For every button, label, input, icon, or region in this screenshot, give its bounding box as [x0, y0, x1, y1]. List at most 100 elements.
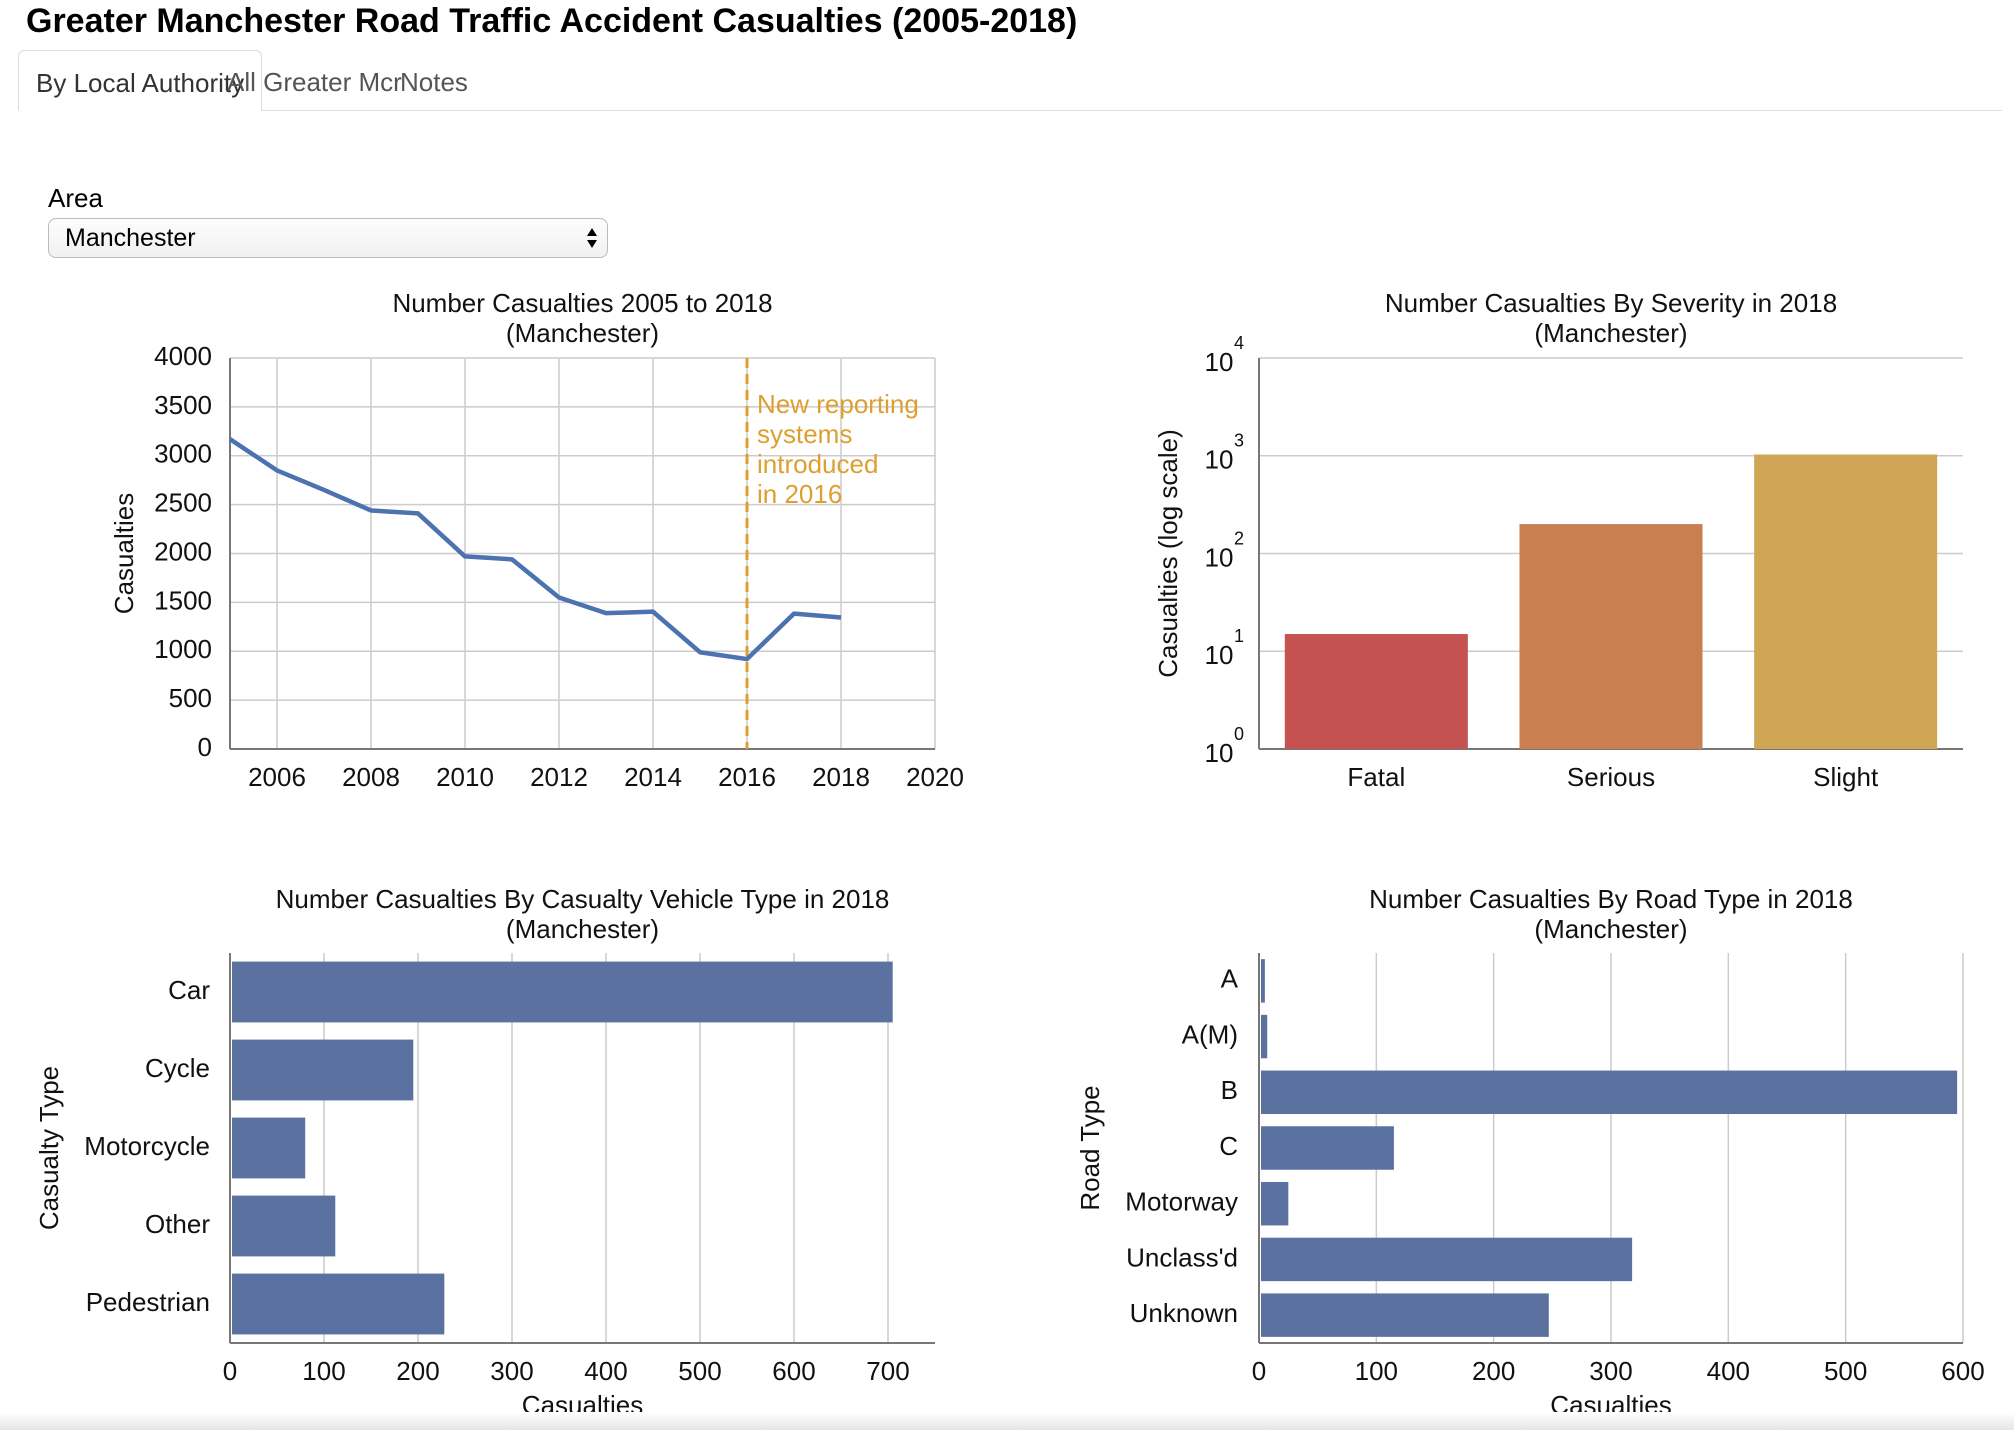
line-chart-y-tick: 1000 [154, 634, 212, 664]
vehicle-type-chart-y-tick: Other [145, 1209, 210, 1239]
line-chart-y-tick: 1500 [154, 585, 212, 615]
vehicle-type-bar [232, 1195, 336, 1257]
road-type-chart-y-tick: Unclass'd [1126, 1242, 1238, 1272]
window-bottom-edge [0, 1412, 2014, 1430]
road-type-bar [1261, 1237, 1633, 1282]
line-chart-annotation-text: New reporting [757, 389, 919, 419]
vehicle-type-chart-x-tick: 300 [490, 1356, 533, 1386]
line-chart-subtitle: (Manchester) [506, 318, 659, 348]
line-chart-annotation-text: systems [757, 419, 852, 449]
area-select[interactable]: Manchester [48, 218, 608, 258]
road-type-bar [1261, 1070, 1958, 1115]
severity-chart-y-tick: 10 [1205, 542, 1234, 572]
road-type-chart-y-tick: A(M) [1182, 1019, 1238, 1049]
road-type-chart-y-tick: B [1221, 1075, 1238, 1105]
line-chart-y-tick: 500 [169, 683, 212, 713]
road-type-bar [1261, 1293, 1549, 1337]
severity-chart-x-tick: Serious [1567, 762, 1655, 792]
vehicle-type-bar [232, 1117, 306, 1179]
tab-by-local-authority[interactable]: By Local Authority [18, 50, 263, 111]
road-type-chart-y-label: Road Type [1075, 1085, 1105, 1210]
line-chart-annotation-text: in 2016 [757, 479, 842, 509]
vehicle-type-chart [229, 953, 935, 1344]
severity-chart-subtitle: (Manchester) [1534, 318, 1687, 348]
line-chart-series-line [228, 437, 842, 662]
vehicle-type-chart-y-tick: Pedestrian [86, 1287, 210, 1317]
line-chart-y-tick: 0 [198, 732, 212, 762]
road-type-chart-x-tick: 300 [1589, 1356, 1632, 1386]
vehicle-type-bar [232, 1039, 414, 1101]
severity-bar-fatal [1284, 634, 1468, 749]
road-type-chart-y-tick: C [1219, 1131, 1238, 1161]
vehicle-type-chart-subtitle: (Manchester) [506, 914, 659, 944]
severity-chart-title: Number Casualties By Severity in 2018 [1385, 288, 1837, 318]
line-chart-y-tick: 3000 [154, 439, 212, 469]
road-type-chart-x-tick: 600 [1941, 1356, 1984, 1386]
severity-chart-y-label: Casualties (log scale) [1153, 429, 1183, 678]
line-chart-y-tick: 3500 [154, 390, 212, 420]
road-type-chart-y-tick: A [1221, 964, 1239, 994]
severity-chart-y-tick: 10 [1205, 640, 1234, 670]
road-type-chart [1258, 953, 1964, 1344]
severity-chart-x-tick: Fatal [1347, 762, 1405, 792]
vehicle-type-chart-x-tick: 500 [678, 1356, 721, 1386]
vehicle-type-chart-x-tick: 600 [772, 1356, 815, 1386]
page-title: Greater Manchester Road Traffic Accident… [26, 2, 1078, 40]
severity-chart-y-tick-exponent: 1 [1234, 626, 1244, 646]
severity-bar-serious [1519, 524, 1703, 749]
severity-bar-slight [1754, 454, 1938, 749]
road-type-chart-x-tick: 0 [1252, 1356, 1266, 1386]
severity-chart-y-tick-exponent: 4 [1234, 333, 1244, 353]
line-chart-x-tick: 2018 [812, 762, 870, 792]
bar-chart-severity [1258, 357, 1963, 750]
vehicle-type-bar [232, 1273, 445, 1335]
vehicle-type-chart-y-tick: Motorcycle [84, 1131, 210, 1161]
line-chart-x-tick: 2006 [248, 762, 306, 792]
line-chart-annotation-text: introduced [757, 449, 878, 479]
line-chart-x-tick: 2010 [436, 762, 494, 792]
severity-chart-y-tick-exponent: 2 [1234, 528, 1244, 548]
vehicle-type-chart-x-tick: 700 [866, 1356, 909, 1386]
line-chart-x-tick: 2020 [906, 762, 964, 792]
line-chart-x-tick: 2016 [718, 762, 776, 792]
line-chart-x-tick: 2014 [624, 762, 682, 792]
road-type-chart-x-tick: 100 [1355, 1356, 1398, 1386]
road-type-bar [1261, 959, 1265, 1003]
severity-chart-x-tick: Slight [1813, 762, 1879, 792]
severity-chart-y-tick: 10 [1205, 347, 1234, 377]
vehicle-type-bar [232, 961, 893, 1023]
tab-bar: By Local Authority All Greater Mcr Notes [18, 50, 2002, 111]
line-chart-casualties-trend [228, 357, 936, 750]
vehicle-type-chart-y-tick: Cycle [145, 1053, 210, 1083]
road-type-chart-title: Number Casualties By Road Type in 2018 [1369, 884, 1853, 914]
road-type-bar [1261, 1014, 1268, 1059]
area-select-value: Manchester [65, 224, 196, 252]
vehicle-type-chart-title: Number Casualties By Casualty Vehicle Ty… [276, 884, 890, 914]
line-chart-y-tick: 2000 [154, 536, 212, 566]
vehicle-type-chart-x-tick: 0 [223, 1356, 237, 1386]
line-chart-title: Number Casualties 2005 to 2018 [392, 288, 772, 318]
severity-chart-y-tick-exponent: 0 [1234, 724, 1244, 744]
road-type-bar [1261, 1181, 1289, 1226]
vehicle-type-chart-x-tick: 200 [396, 1356, 439, 1386]
line-chart-y-label: Casualties [109, 493, 139, 614]
vehicle-type-chart-x-tick: 400 [584, 1356, 627, 1386]
tab-notes[interactable]: Notes [400, 67, 468, 97]
road-type-bar [1261, 1126, 1394, 1170]
area-label: Area [48, 183, 103, 213]
road-type-chart-subtitle: (Manchester) [1534, 914, 1687, 944]
line-chart-y-tick: 4000 [154, 341, 212, 371]
road-type-chart-y-tick: Motorway [1125, 1187, 1238, 1217]
road-type-chart-y-tick: Unknown [1130, 1298, 1238, 1328]
road-type-chart-x-tick: 200 [1472, 1356, 1515, 1386]
vehicle-type-chart-y-tick: Car [168, 975, 210, 1005]
severity-chart-y-tick: 10 [1205, 445, 1234, 475]
severity-chart-y-tick-exponent: 3 [1234, 431, 1244, 451]
road-type-chart-x-tick: 500 [1824, 1356, 1867, 1386]
vehicle-type-chart-x-tick: 100 [302, 1356, 345, 1386]
road-type-chart-x-tick: 400 [1707, 1356, 1750, 1386]
line-chart-x-tick: 2008 [342, 762, 400, 792]
line-chart-x-tick: 2012 [530, 762, 588, 792]
tab-all-greater-mcr[interactable]: All Greater Mcr [227, 67, 402, 97]
